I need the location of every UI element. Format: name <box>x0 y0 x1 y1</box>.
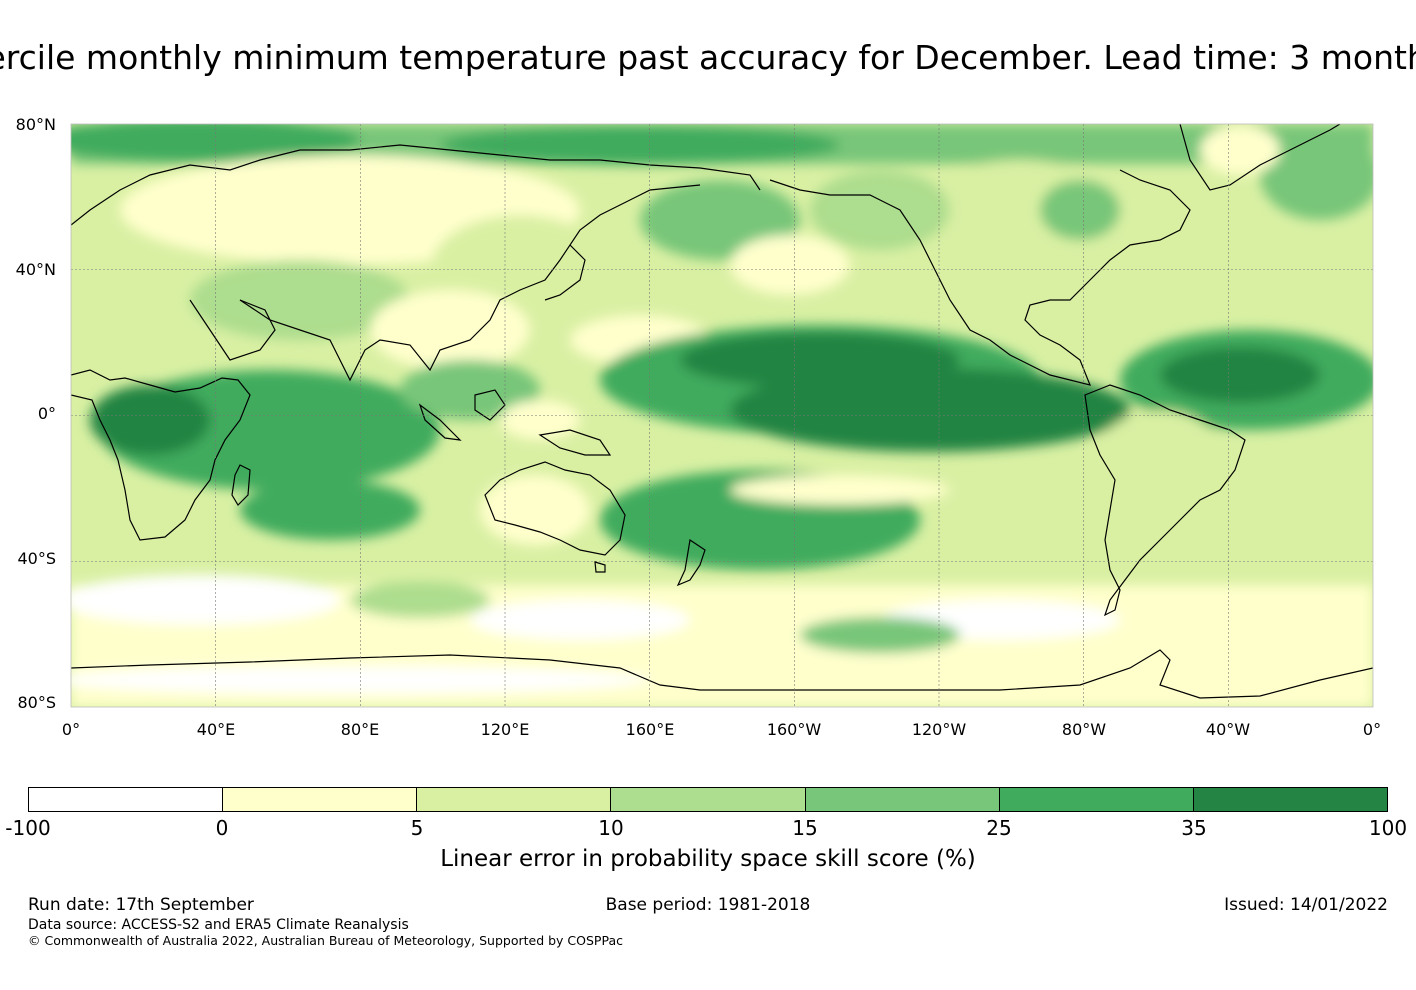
lon-label-40w: 40°W <box>1205 720 1251 739</box>
lon-label-40e: 40°E <box>196 720 236 739</box>
colorbar-tick: -100 <box>5 816 51 840</box>
colorbar-tick: 100 <box>1368 816 1408 840</box>
gridlines <box>71 124 1373 707</box>
colorbar <box>28 787 1388 812</box>
colorbar-tick: 10 <box>598 816 624 840</box>
lon-label-120e: 120°E <box>480 720 530 739</box>
lat-label-40s: 40°S <box>17 549 56 568</box>
colorbar-seg-2 <box>417 788 612 811</box>
lon-label-160w: 160°W <box>766 720 822 739</box>
colorbar-tick: 0 <box>215 816 229 840</box>
lon-label-0: 0° <box>61 720 81 739</box>
data-source: Data source: ACCESS-S2 and ERA5 Climate … <box>28 917 409 933</box>
lat-label-equator: 0° <box>37 404 56 423</box>
colorbar-seg-0 <box>29 788 224 811</box>
colorbar-tick: 5 <box>410 816 424 840</box>
lat-label-40n: 40°N <box>15 260 56 279</box>
lon-label-120w: 120°W <box>911 720 967 739</box>
lon-label-0-east: 0° <box>1362 720 1382 739</box>
colorbar-seg-1 <box>223 788 418 811</box>
colorbar-tick: 35 <box>1181 816 1207 840</box>
colorbar-seg-3 <box>611 788 806 811</box>
colorbar-tick: 25 <box>986 816 1012 840</box>
base-period: Base period: 1981-2018 <box>605 895 811 915</box>
lon-label-160e: 160°E <box>625 720 675 739</box>
map-frame <box>70 123 1374 708</box>
colorbar-seg-4 <box>805 788 1000 811</box>
colorbar-seg-5 <box>999 788 1194 811</box>
issued-date: Issued: 14/01/2022 <box>1224 895 1388 915</box>
coastlines <box>71 124 1373 699</box>
lat-label-80n: 80°N <box>15 115 56 134</box>
run-date: Run date: 17th September <box>28 895 254 915</box>
lat-label-80s: 80°S <box>17 693 56 712</box>
lon-label-80e: 80°E <box>340 720 380 739</box>
skill-field <box>71 124 1373 707</box>
copyright: © Commonwealth of Australia 2022, Austra… <box>28 933 623 948</box>
colorbar-tick: 15 <box>792 816 818 840</box>
colorbar-label: Linear error in probability space skill … <box>440 846 976 872</box>
colorbar-seg-6 <box>1193 788 1387 811</box>
lon-label-80w: 80°W <box>1061 720 1107 739</box>
chart-title: Tercile monthly minimum temperature past… <box>0 38 1416 77</box>
